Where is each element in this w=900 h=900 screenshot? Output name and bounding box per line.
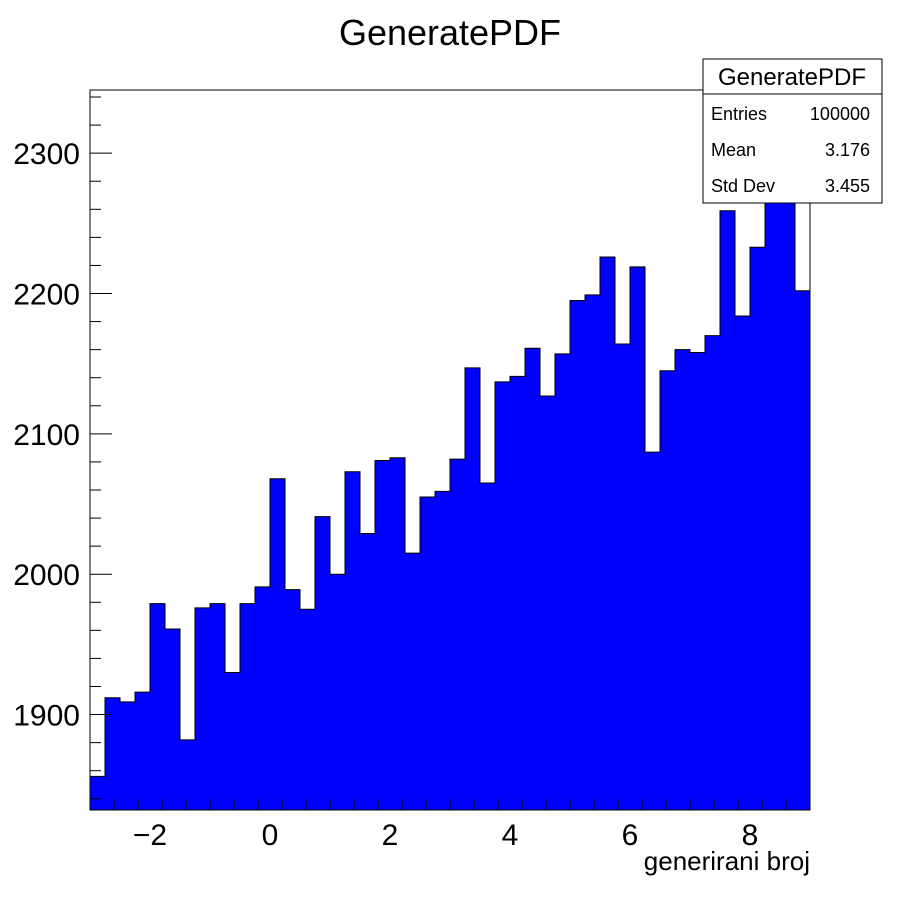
histogram-bar xyxy=(360,533,376,810)
histogram-bar xyxy=(300,609,316,810)
histogram-bar xyxy=(765,195,781,810)
y-tick-label: 2000 xyxy=(13,559,80,592)
stats-stddev-label: Std Dev xyxy=(711,176,775,196)
histogram-bar xyxy=(390,457,406,810)
histogram-bar xyxy=(105,697,121,810)
histogram-bar xyxy=(90,776,106,810)
stats-entries-value: 100000 xyxy=(810,104,870,124)
histogram-bar xyxy=(210,603,226,810)
histogram-bar xyxy=(690,352,706,810)
histogram-bar xyxy=(750,247,766,810)
histogram-bar xyxy=(135,692,151,810)
x-tick-label: 6 xyxy=(622,819,639,852)
histogram-bar xyxy=(150,603,166,810)
stats-box-title: GeneratePDF xyxy=(718,64,866,91)
x-axis-ticks: −2 0 2 4 6 8 xyxy=(89,799,811,852)
histogram-bar xyxy=(120,701,136,810)
x-tick-label: −2 xyxy=(133,819,167,852)
histogram-bar xyxy=(240,603,256,810)
y-tick-label: 2100 xyxy=(13,419,80,452)
histogram-bar xyxy=(345,471,361,810)
y-tick-label: 2300 xyxy=(13,138,80,171)
histogram-bar xyxy=(225,672,241,810)
stats-box-frame xyxy=(702,58,883,204)
x-tick-label: 4 xyxy=(502,819,519,852)
histogram-bar xyxy=(615,344,631,810)
histogram-bar xyxy=(465,367,481,810)
histogram-bar xyxy=(510,376,526,810)
histogram-bar xyxy=(165,628,181,810)
histogram-bar xyxy=(585,294,601,810)
histogram-bar xyxy=(735,315,751,810)
histogram-bar xyxy=(555,353,571,810)
histogram-bar xyxy=(570,300,586,810)
histogram-bar xyxy=(495,381,511,810)
histogram-bar xyxy=(180,739,196,810)
histogram-bar xyxy=(255,586,271,810)
histogram-bar xyxy=(330,574,346,810)
histogram-outline xyxy=(89,110,811,810)
histogram-bar xyxy=(480,482,496,810)
histogram-bar xyxy=(195,607,211,810)
histogram-bar xyxy=(795,290,811,810)
y-tick-label: 1900 xyxy=(13,700,80,733)
y-tick-label: 2200 xyxy=(13,279,80,312)
histogram-bar xyxy=(630,266,646,810)
histogram-bar xyxy=(600,257,616,810)
histogram-bar xyxy=(720,210,736,810)
histogram-bar xyxy=(780,111,796,811)
histogram-bar xyxy=(645,452,661,810)
histogram-bar xyxy=(285,589,301,810)
histogram-bar xyxy=(405,553,421,810)
histogram-bar xyxy=(420,497,436,810)
histogram-bar xyxy=(525,348,541,810)
histogram-bars xyxy=(89,110,811,811)
stats-entries-label: Entries xyxy=(711,104,767,124)
histogram-bar xyxy=(660,370,676,810)
histogram-bar xyxy=(705,335,721,810)
histogram-bar xyxy=(450,459,466,810)
stats-mean-value: 3.176 xyxy=(825,140,870,160)
histogram-bar xyxy=(315,516,331,810)
x-tick-label: 2 xyxy=(382,819,399,852)
histogram-bar xyxy=(270,478,286,810)
chart-title: GeneratePDF xyxy=(339,12,561,53)
stats-box: GeneratePDF Entries 100000 Mean 3.176 St… xyxy=(702,58,883,204)
x-tick-label: 0 xyxy=(262,819,279,852)
histogram-bar xyxy=(435,491,451,810)
stats-mean-label: Mean xyxy=(711,140,756,160)
x-tick-label: 8 xyxy=(742,819,759,852)
y-axis-ticks: 1900 2000 2100 2200 2300 xyxy=(13,96,112,800)
histogram-bar xyxy=(675,349,691,810)
stats-stddev-value: 3.455 xyxy=(825,176,870,196)
histogram-bar xyxy=(375,460,391,810)
x-axis-title: generirani broj xyxy=(644,846,810,876)
histogram-bar xyxy=(540,395,556,810)
